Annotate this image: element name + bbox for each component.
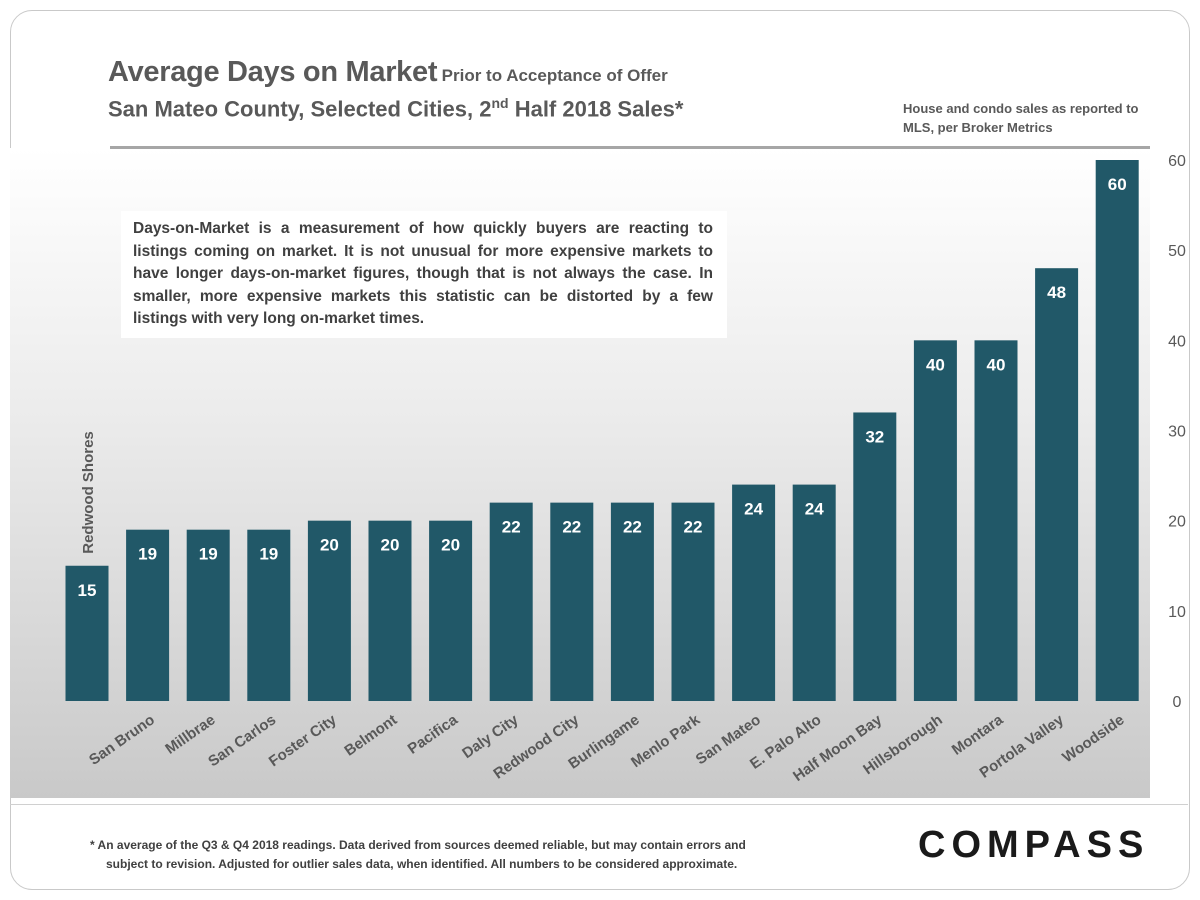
bar (853, 412, 897, 701)
bar-value-label: 40 (926, 355, 945, 374)
bar-value-label: 20 (441, 536, 460, 555)
bar-value-label: 24 (744, 500, 763, 519)
title-main: Average Days on Market (108, 56, 438, 88)
bar (974, 340, 1018, 701)
x-category-label: Menlo Park (628, 711, 704, 771)
bar (1095, 160, 1139, 701)
bar (247, 529, 291, 701)
bar-value-label: 20 (381, 536, 400, 555)
bar-value-label: 22 (623, 518, 642, 537)
bar (913, 340, 957, 701)
bar (65, 565, 109, 701)
y-tick-label: 20 (1168, 514, 1186, 531)
bar-value-label: 19 (199, 545, 218, 564)
annotation-box: Days-on-Market is a measurement of how q… (121, 211, 727, 338)
x-category-label: San Bruno (86, 711, 158, 768)
bar (1035, 268, 1079, 701)
x-category-label: San Carlos (205, 711, 279, 770)
bar (126, 529, 170, 701)
bar (489, 502, 533, 701)
title-divider (110, 146, 1150, 149)
x-category-label: Pacifica (405, 711, 462, 758)
bar-value-label: 24 (805, 500, 824, 519)
source-note: House and condo sales as reported to MLS… (903, 101, 1139, 135)
footer-divider (10, 804, 1188, 805)
bar (368, 520, 412, 701)
bar-value-label: 22 (684, 518, 703, 537)
bar-value-label: 32 (865, 427, 884, 446)
subtitle-pre: San Mateo County, Selected Cities, 2 (108, 96, 492, 122)
bar-value-label: 48 (1047, 283, 1066, 302)
y-tick-label: 50 (1168, 243, 1186, 260)
bar (307, 520, 351, 701)
footnote-line2: subject to revision. Adjusted for outlie… (106, 857, 738, 871)
bar (550, 502, 594, 701)
bar-value-label: 15 (78, 581, 97, 600)
subtitle-sup: nd (491, 95, 509, 111)
bar-value-label: 40 (987, 355, 1006, 374)
bar-value-label: 60 (1108, 175, 1127, 194)
chart-subtitle: San Mateo County, Selected Cities, 2nd H… (108, 95, 683, 122)
bar (429, 520, 473, 701)
y-tick-label: 60 (1168, 153, 1186, 170)
bar-value-label: 19 (138, 545, 157, 564)
bar (610, 502, 654, 701)
compass-logo: COMPASS (918, 824, 1150, 866)
footnote: * An average of the Q3 & Q4 2018 reading… (90, 836, 830, 874)
bar-value-label: 22 (562, 518, 581, 537)
bar-value-label: 20 (320, 536, 339, 555)
y-tick-label: 30 (1168, 424, 1186, 441)
subtitle-post: Half 2018 Sales* (508, 96, 684, 122)
x-category-label: Woodside (1059, 711, 1127, 766)
bar-value-label: 22 (502, 518, 521, 537)
x-category-label: Foster City (266, 711, 340, 770)
x-category-label: Redwood Shores (80, 431, 97, 554)
y-tick-label: 40 (1168, 333, 1186, 350)
bar (671, 502, 715, 701)
y-tick-label: 0 (1173, 694, 1182, 711)
title-suffix: Prior to Acceptance of Offer (441, 66, 668, 85)
bar (186, 529, 230, 701)
y-tick-label: 10 (1168, 604, 1186, 621)
bar (732, 484, 776, 701)
bar-value-label: 19 (259, 545, 278, 564)
chart-title: Average Days on Market Prior to Acceptan… (108, 56, 668, 89)
x-category-label: Millbrae (162, 711, 218, 757)
x-category-label: Belmont (341, 711, 400, 759)
bar (792, 484, 836, 701)
footnote-line1: * An average of the Q3 & Q4 2018 reading… (90, 838, 746, 852)
